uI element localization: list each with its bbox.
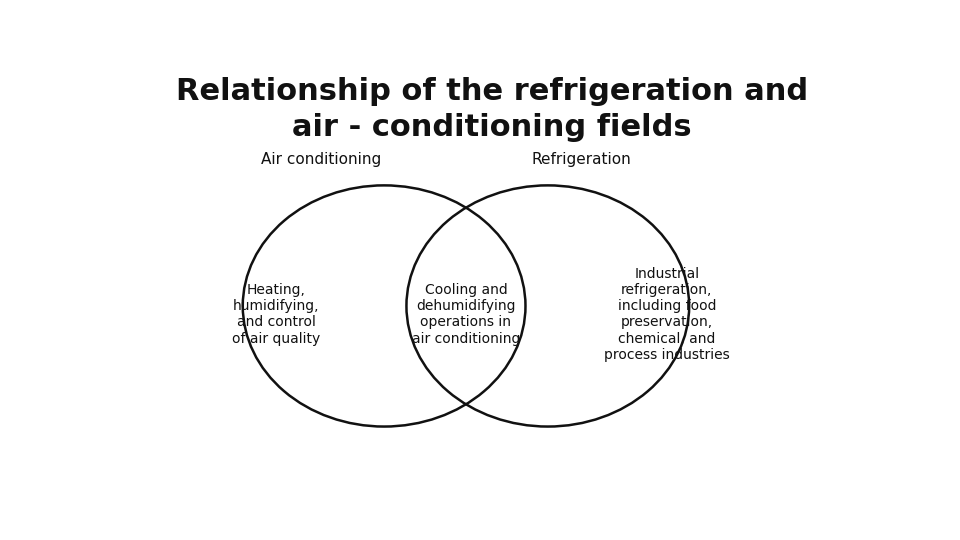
Text: Cooling and
dehumidifying
operations in
air conditioning: Cooling and dehumidifying operations in … — [412, 283, 520, 346]
Text: Industrial
refrigeration,
including food
preservation,
chemical, and
process ind: Industrial refrigeration, including food… — [604, 267, 730, 362]
Text: Refrigeration: Refrigeration — [532, 152, 631, 167]
Text: Relationship of the refrigeration and
air - conditioning fields: Relationship of the refrigeration and ai… — [176, 77, 808, 142]
Text: Air conditioning: Air conditioning — [261, 152, 381, 167]
Text: Heating,
humidifying,
and control
of air quality: Heating, humidifying, and control of air… — [232, 283, 321, 346]
